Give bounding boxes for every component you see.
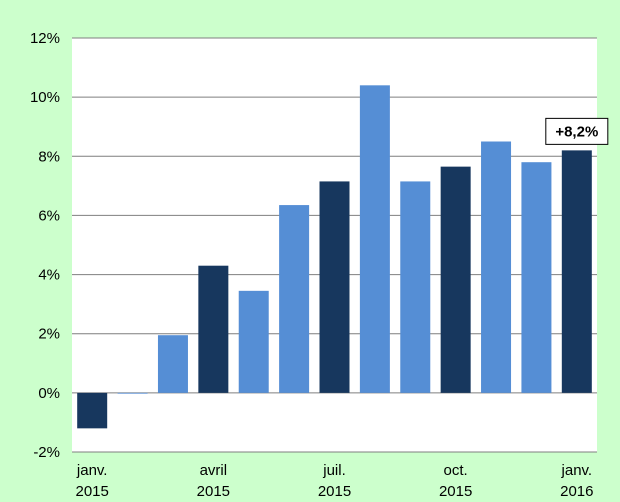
bar (279, 205, 310, 393)
x-tick-label: janv. (561, 462, 593, 479)
y-tick-label: 4% (38, 267, 60, 284)
bar (400, 181, 431, 393)
bar (319, 181, 350, 393)
y-tick-label: 2% (38, 326, 60, 343)
bar (521, 162, 552, 393)
x-tick-label: 2015 (197, 483, 230, 500)
x-tick-label: juil. (322, 462, 346, 479)
bar (561, 150, 592, 393)
bar (117, 392, 148, 394)
y-tick-label: 10% (30, 89, 60, 106)
x-tick-label: janv. (76, 462, 108, 479)
bar (440, 166, 471, 393)
x-tick-label: 2015 (439, 483, 472, 500)
bar (157, 335, 188, 393)
bar (198, 265, 229, 393)
bar (77, 392, 108, 429)
bar (238, 290, 269, 393)
y-tick-label: 0% (38, 385, 60, 402)
x-tick-label: oct. (444, 462, 468, 479)
y-tick-label: 8% (38, 148, 60, 165)
x-tick-label: 2015 (76, 483, 109, 500)
bar (359, 85, 390, 393)
bar (481, 141, 512, 393)
annotation-label: +8,2% (555, 123, 598, 140)
x-tick-label: 2015 (318, 483, 351, 500)
y-tick-label: 12% (30, 30, 60, 47)
x-tick-label: avril (200, 462, 228, 479)
annotation-box (545, 117, 609, 145)
y-tick-label: -2% (33, 444, 60, 461)
x-tick-label: 2016 (560, 483, 593, 500)
y-tick-label: 6% (38, 207, 60, 224)
